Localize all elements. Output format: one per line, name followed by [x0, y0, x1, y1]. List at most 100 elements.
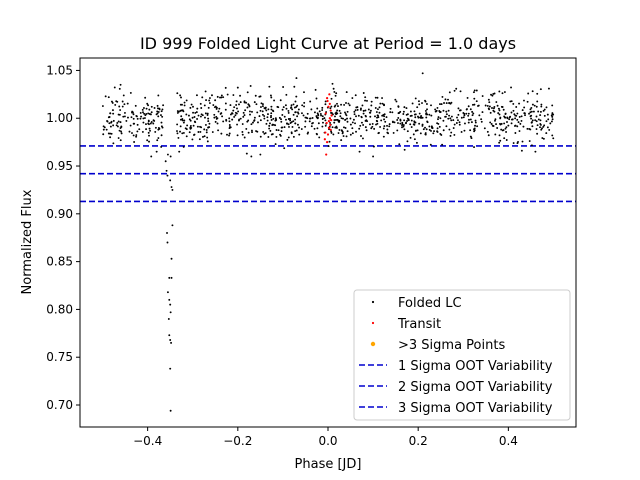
folded-lc-point: [206, 112, 209, 115]
folded-lc-point: [429, 143, 432, 146]
folded-lc-point: [109, 112, 112, 115]
folded-lc-point: [483, 127, 486, 130]
folded-lc-point: [455, 122, 458, 124]
folded-lc-point: [381, 102, 384, 105]
folded-lc-point: [386, 124, 388, 127]
folded-lc-point: [125, 119, 128, 122]
folded-lc-point: [280, 120, 283, 123]
folded-lc-point: [309, 117, 312, 120]
folded-lc-point: [169, 155, 172, 158]
folded-lc-point: [389, 107, 392, 110]
folded-lc-point: [370, 127, 373, 130]
folded-lc-point: [145, 123, 147, 126]
folded-lc-point: [190, 103, 193, 106]
folded-lc-point: [520, 149, 523, 152]
folded-lc-point: [444, 115, 447, 118]
folded-lc-point: [228, 117, 231, 120]
legend: Folded LC Transit >3 Sigma Points 1 Sigma O…: [353, 289, 571, 421]
folded-lc-point: [389, 111, 392, 114]
folded-lc-point: [224, 108, 227, 111]
folded-lc-point: [470, 137, 473, 140]
folded-lc-point: [176, 123, 179, 126]
folded-lc-point: [278, 116, 281, 119]
folded-lc-point: [498, 109, 501, 112]
folded-lc-point: [294, 118, 297, 121]
transit-point: [324, 131, 327, 134]
folded-lc-point: [393, 121, 396, 124]
folded-lc-point: [261, 113, 264, 116]
folded-lc-point: [112, 112, 115, 115]
folded-lc-point: [253, 119, 256, 122]
folded-lc-point: [219, 96, 221, 99]
folded-lc-point: [169, 367, 172, 370]
folded-lc-point: [239, 101, 242, 104]
transit-point: [330, 119, 333, 122]
folded-lc-point: [497, 112, 500, 115]
folded-lc-point: [529, 115, 532, 118]
folded-lc-point: [530, 144, 533, 147]
folded-lc-point: [294, 122, 297, 125]
folded-lc-point: [512, 142, 515, 144]
folded-lc-point: [522, 125, 525, 128]
folded-lc-point: [443, 102, 445, 104]
folded-lc-point: [160, 134, 163, 137]
folded-lc-point: [251, 131, 253, 134]
folded-lc-point: [336, 109, 339, 112]
folded-lc-point: [228, 124, 231, 126]
folded-lc-point: [500, 128, 503, 131]
folded-lc-point: [170, 186, 173, 189]
folded-lc-point: [375, 123, 377, 126]
folded-lc-point: [337, 132, 340, 135]
folded-lc-point: [539, 110, 542, 113]
folded-lc-point: [329, 121, 332, 124]
folded-lc-point: [185, 128, 188, 131]
folded-lc-point: [453, 89, 456, 92]
folded-lc-point: [531, 119, 534, 122]
folded-lc-point: [545, 106, 548, 109]
folded-lc-point: [430, 104, 432, 107]
folded-lc-point: [552, 113, 555, 116]
folded-lc-point: [169, 409, 172, 412]
folded-lc-point: [153, 119, 156, 122]
folded-lc-point: [493, 105, 496, 108]
folded-lc-point: [183, 104, 186, 107]
folded-lc-point: [205, 131, 208, 134]
folded-lc-point: [424, 133, 427, 136]
folded-lc-point: [166, 174, 169, 177]
folded-lc-point: [324, 124, 327, 127]
folded-lc-point: [362, 137, 364, 140]
folded-lc-point: [418, 103, 421, 106]
folded-lc-point: [543, 114, 546, 117]
folded-lc-point: [123, 111, 126, 114]
folded-lc-point: [207, 117, 210, 120]
folded-lc-point: [179, 109, 182, 112]
folded-lc-point: [346, 110, 349, 113]
folded-lc-point: [166, 231, 168, 234]
legend-label: 2 Sigma OOT Variability: [398, 380, 553, 395]
folded-lc-point: [469, 118, 472, 121]
transit-point: [327, 105, 330, 108]
folded-lc-point: [449, 134, 452, 137]
folded-lc-point: [314, 88, 317, 91]
folded-lc-point: [374, 107, 377, 109]
folded-lc-point: [430, 129, 432, 132]
folded-lc-point: [523, 99, 525, 102]
folded-lc-point: [416, 129, 419, 132]
folded-lc-point: [186, 124, 189, 127]
folded-lc-point: [177, 136, 180, 139]
folded-lc-point: [414, 97, 417, 100]
folded-lc-point: [449, 117, 452, 120]
folded-lc-point: [546, 126, 549, 129]
folded-lc-point: [127, 116, 129, 119]
folded-lc-point: [283, 126, 286, 129]
folded-lc-point: [231, 112, 234, 115]
folded-lc-point: [120, 132, 123, 135]
folded-lc-point: [204, 116, 206, 119]
folded-lc-point: [360, 134, 362, 137]
folded-lc-point: [279, 99, 282, 102]
folded-lc-point: [189, 124, 192, 127]
folded-lc-point: [156, 107, 159, 110]
folded-lc-point: [152, 122, 155, 125]
folded-lc-point: [197, 131, 200, 133]
folded-lc-point: [450, 101, 453, 104]
